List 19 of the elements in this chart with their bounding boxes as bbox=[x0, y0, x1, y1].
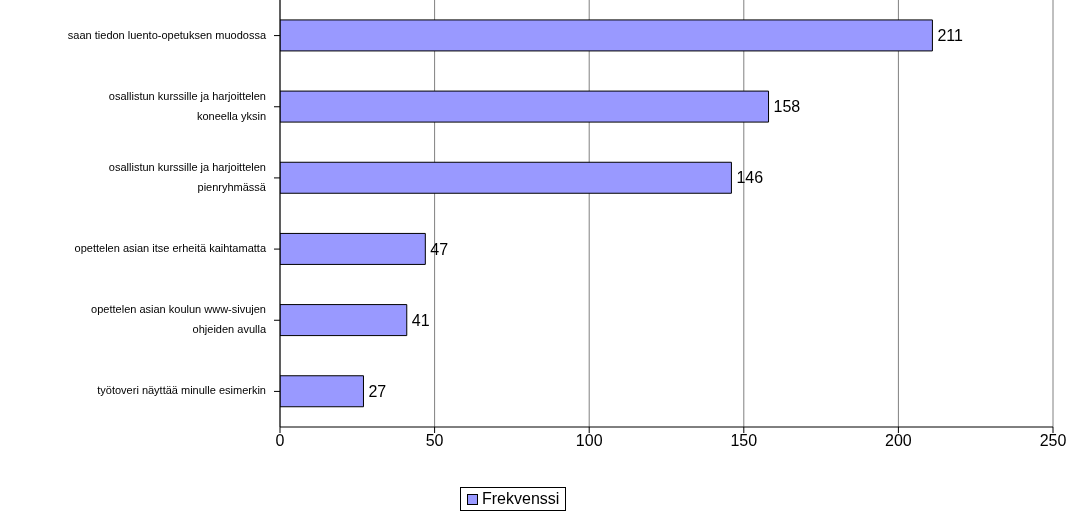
data-label: 47 bbox=[430, 240, 449, 258]
x-tick-label: 250 bbox=[1039, 432, 1067, 450]
y-tick-label: työtoveri näyttää minulle esimerkin bbox=[97, 384, 266, 397]
x-tick-label: 200 bbox=[885, 432, 912, 450]
x-tick-label: 0 bbox=[275, 432, 285, 450]
legend-label: Frekvenssi bbox=[481, 490, 560, 508]
data-label: 27 bbox=[368, 382, 387, 400]
y-tick-label: osallistun kurssille ja harjoittelen koneella yksin bbox=[108, 89, 266, 122]
y-tick-label: saan tiedon luento-opetuksen muodossa bbox=[67, 28, 267, 41]
data-label: 158 bbox=[773, 98, 801, 116]
y-tick-label: opettelen asian koulun www-sivujen ohjeiden avulla bbox=[91, 303, 267, 336]
data-label: 211 bbox=[937, 27, 964, 45]
y-tick-label: osallistun kurssille ja harjoittelen pienryhmässä bbox=[108, 160, 267, 193]
data-label: 146 bbox=[736, 169, 764, 187]
x-tick-label: 150 bbox=[730, 432, 758, 450]
x-tick-label: 50 bbox=[425, 432, 444, 450]
data-label: 41 bbox=[411, 311, 430, 329]
y-tick-label: opettelen asian itse erheitä kaihtamatta bbox=[74, 241, 267, 254]
x-tick-label: 100 bbox=[575, 432, 603, 450]
